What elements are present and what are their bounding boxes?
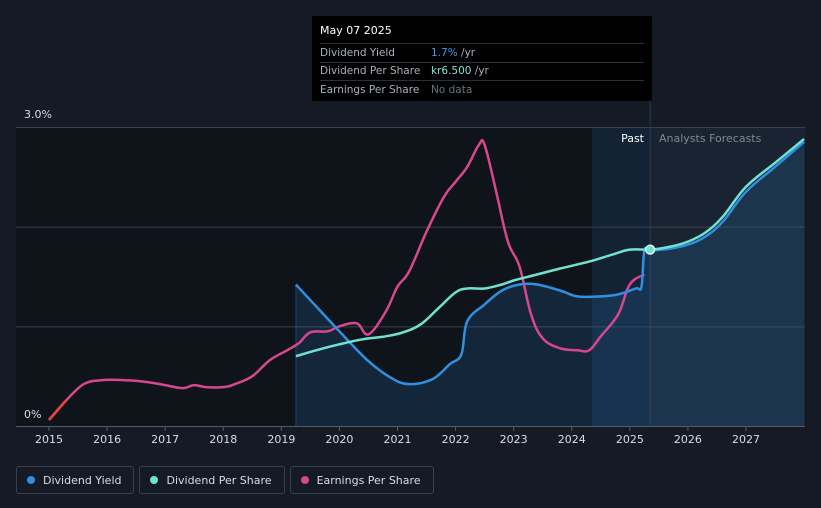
legend-dot-icon xyxy=(27,476,35,484)
forecast-region-label: Analysts Forecasts xyxy=(659,132,762,145)
tooltip-row-unit: /yr xyxy=(471,65,489,78)
legend-dot-icon xyxy=(150,476,159,484)
legend-label: Dividend Yield xyxy=(43,473,122,487)
x-tick-label: 2015 xyxy=(35,433,63,446)
x-tick-label: 2020 xyxy=(325,433,353,446)
x-tick-label: 2027 xyxy=(732,433,760,446)
gridlines xyxy=(16,127,805,427)
legend-item-earnings-per-share[interactable]: Earnings Per Share xyxy=(289,466,434,494)
tooltip-date: May 07 2025 xyxy=(320,24,392,37)
tooltip-row-label: Dividend Yield xyxy=(320,46,395,59)
legend-label: Dividend Per Share xyxy=(166,473,272,487)
x-tick-label: 2021 xyxy=(384,433,412,446)
dividend-yield-line xyxy=(294,140,805,386)
x-tick-label: 2023 xyxy=(500,433,528,446)
tooltip-row-dividend-yield: Dividend Yield 1.7% /yr xyxy=(320,43,644,62)
x-tick-label: 2025 xyxy=(616,433,644,446)
tooltip-row-value: No data xyxy=(431,83,473,96)
tooltip-row-value: kr6.500 xyxy=(431,65,472,78)
tooltip-row-label: Earnings Per Share xyxy=(320,83,420,96)
earnings-per-share-negative-segment xyxy=(48,399,68,421)
x-tick-label: 2016 xyxy=(93,433,121,446)
x-tick-label: 2024 xyxy=(558,433,586,446)
legend-label: Earnings Per Share xyxy=(316,473,421,487)
dividend-yield-area xyxy=(295,141,805,426)
x-tick-label: 2022 xyxy=(442,433,470,446)
chart-regions xyxy=(16,100,805,426)
past-region-label: Past xyxy=(621,132,645,145)
legend-dot-icon xyxy=(300,476,309,484)
earnings-per-share-line xyxy=(48,138,646,421)
forecast-region xyxy=(650,127,805,426)
x-axis: 2015 2016 2017 2018 2019 2020 2021 2022 2023 2024… xyxy=(35,426,760,446)
legend-item-dividend-yield[interactable]: Dividend Yield xyxy=(16,466,135,494)
tooltip-row-label: Dividend Per Share xyxy=(320,65,421,78)
tooltip-row-dividend-per-share: Dividend Per Share kr6.500 /yr xyxy=(320,61,644,81)
past-region xyxy=(16,127,593,426)
legend: Dividend Yield Dividend Per Share Earnin… xyxy=(16,466,434,494)
x-tick-label: 2017 xyxy=(151,433,179,446)
tooltip-row-unit: /yr xyxy=(457,46,476,59)
tooltip: May 07 2025 Dividend Yield 1.7% /yr Divi… xyxy=(312,16,652,101)
x-tick-label: 2026 xyxy=(674,433,702,446)
tooltip-row-earnings-per-share: Earnings Per Share No data xyxy=(320,80,644,99)
hover-marker xyxy=(645,244,656,255)
x-tick-label: 2018 xyxy=(209,433,237,446)
legend-item-dividend-per-share[interactable]: Dividend Per Share xyxy=(139,466,285,494)
x-tick-label: 2019 xyxy=(267,433,295,446)
y-tick-label-max: 3.0% xyxy=(24,108,52,121)
dividend-per-share-line xyxy=(295,138,805,358)
series-layer xyxy=(48,138,805,426)
y-tick-label-min: 0% xyxy=(24,408,41,421)
tooltip-row-value: 1.7% xyxy=(431,46,458,59)
